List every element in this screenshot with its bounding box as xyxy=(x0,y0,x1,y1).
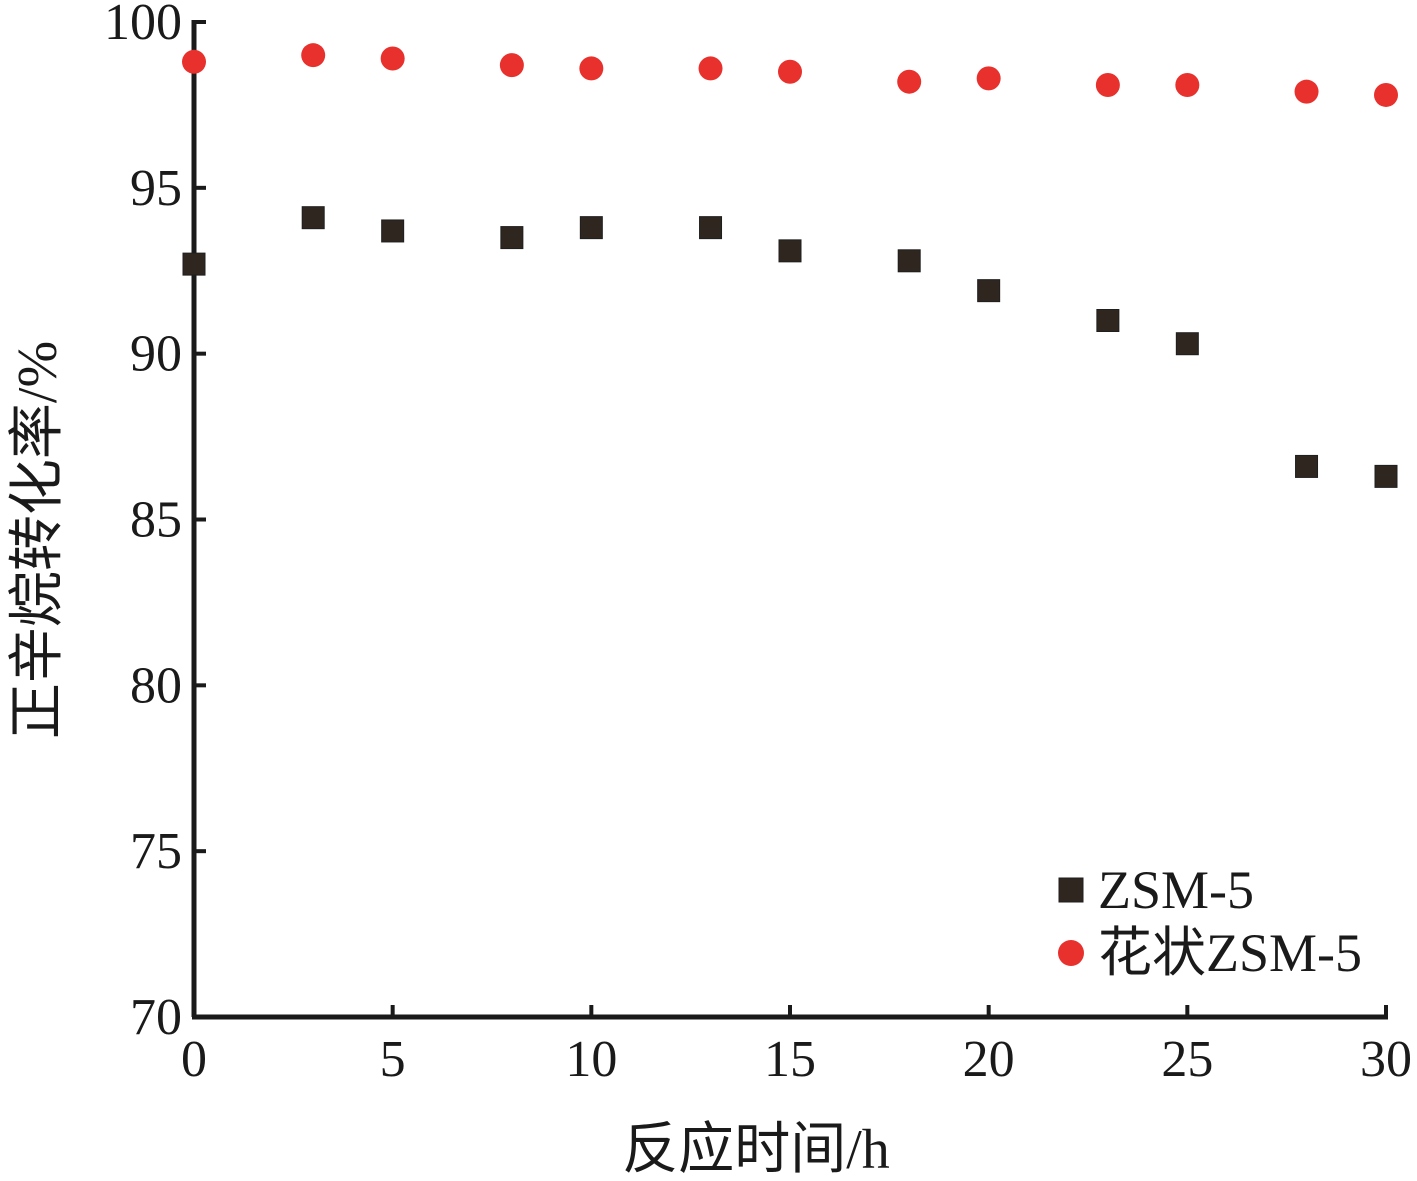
zsm5-point xyxy=(1096,309,1120,332)
flower-zsm5-point xyxy=(698,56,723,81)
x-tick-label: 20 xyxy=(963,1031,1015,1088)
zsm5-point xyxy=(182,252,206,276)
zsm5-point xyxy=(579,216,603,240)
zsm5-point xyxy=(977,279,1001,303)
x-tick-label: 30 xyxy=(1360,1031,1412,1088)
x-axis-title: 反应时间/h xyxy=(622,1119,890,1181)
flower-zsm5-point xyxy=(976,66,1001,91)
y-tick-label: 100 xyxy=(104,0,182,51)
zsm5-point xyxy=(897,249,921,273)
legend-label: ZSM-5 xyxy=(1098,860,1254,920)
flower-zsm5-point xyxy=(1175,73,1200,98)
flower-zsm5-point xyxy=(380,46,405,71)
flower-zsm5-point xyxy=(182,49,206,74)
x-tick-label: 10 xyxy=(565,1031,617,1088)
zsm5-point xyxy=(778,239,802,263)
x-tick-label: 0 xyxy=(181,1031,207,1088)
y-tick-label: 70 xyxy=(130,989,182,1046)
legend-label: 花状ZSM-5 xyxy=(1098,923,1362,983)
y-tick-label: 95 xyxy=(130,160,182,217)
y-tick-label: 85 xyxy=(130,492,182,549)
y-axis-title: 正辛烷转化率/% xyxy=(7,341,69,739)
y-tick-label: 80 xyxy=(130,657,182,714)
zsm5-point xyxy=(1374,464,1398,488)
zsm5-point xyxy=(381,219,405,243)
y-tick-label: 75 xyxy=(130,823,182,880)
zsm5-point xyxy=(1175,332,1199,356)
zsm5-point xyxy=(1295,454,1319,478)
x-tick-label: 5 xyxy=(380,1031,406,1088)
flower-zsm5-point xyxy=(778,59,802,84)
flower-zsm5-point xyxy=(897,69,922,94)
flower-zsm5-point xyxy=(301,43,326,68)
zsm5-point xyxy=(301,206,325,230)
zsm5-point xyxy=(699,216,723,240)
data-points xyxy=(182,43,1398,488)
y-tick-label: 90 xyxy=(130,326,182,383)
x-tick-label: 15 xyxy=(764,1031,816,1088)
flower-zsm5-point xyxy=(1095,73,1120,98)
legend-circle-marker xyxy=(1058,940,1084,966)
flower-zsm5-point xyxy=(1374,82,1398,107)
flower-zsm5-point xyxy=(1294,79,1319,104)
flower-zsm5-point xyxy=(579,56,604,81)
zsm5-point xyxy=(500,226,524,250)
ticks: 70 75 80 85 90 95 100 0 5 10 15 20 25 30 xyxy=(104,0,1412,1088)
legend-square-marker xyxy=(1058,877,1084,903)
flower-zsm5-point xyxy=(499,53,524,78)
x-tick-label: 25 xyxy=(1161,1031,1213,1088)
